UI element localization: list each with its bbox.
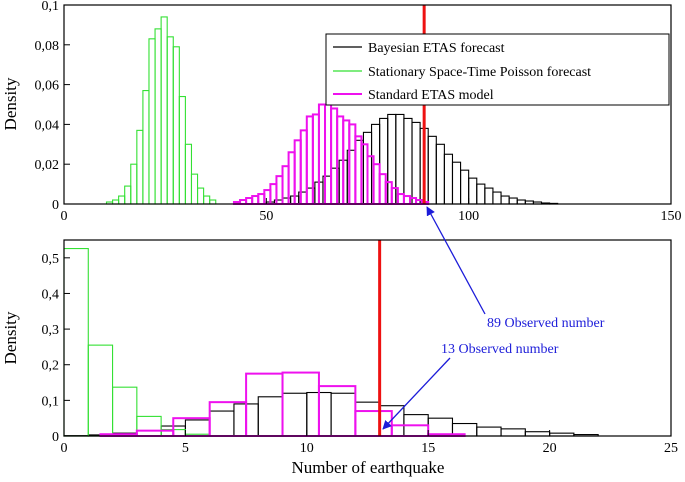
bottom-bar-stationary-space-time-poisson-forecast [87, 344, 114, 437]
legend-entry-bayesian: Bayesian ETAS forecast [333, 41, 505, 56]
top-bar-stationary-space-time-poisson-forecast [136, 129, 144, 205]
bottom-bar-standard-etas-model [245, 372, 284, 438]
top-bar-stationary-space-time-poisson-forecast [148, 38, 156, 205]
annotation-arrow-89 [426, 206, 486, 315]
top-bar-bayesian-etas-forecast [451, 161, 462, 205]
top-bar-bayesian-etas-forecast [427, 135, 437, 205]
bottom-bar-standard-etas-model [354, 410, 393, 437]
bottom-ytick-label: 0,2 [42, 359, 60, 374]
bottom-ytick-label: 0,1 [42, 394, 60, 409]
top-bar-stationary-space-time-poisson-forecast [184, 143, 193, 205]
annotation-label-89: 89 Observed number [487, 316, 605, 331]
bottom-bar-stationary-space-time-poisson-forecast [63, 248, 89, 437]
bottom-bar-standard-etas-model [390, 424, 430, 437]
top-panel: 0 50 100 150 0 0,02 0,04 0,06 0,08 0,1 Density Ba… [1, 0, 682, 224]
bottom-ylabel: Density [1, 311, 20, 364]
top-bar-bayesian-etas-forecast [443, 153, 454, 205]
legend: Bayesian ETAS forecast Stationary Space-… [325, 33, 670, 106]
bottom-xtick-label: 25 [664, 441, 678, 456]
bottom-bar-stationary-space-time-poisson-forecast [136, 415, 162, 437]
bottom-panel: 0 5 10 15 20 25 0 0,1 0,2 0,3 0,4 0,5 Density Numbe… [1, 239, 679, 477]
top-bar-stationary-space-time-poisson-forecast [172, 46, 180, 205]
top-bar-stationary-space-time-poisson-forecast [190, 173, 199, 205]
top-bar-stationary-space-time-poisson-forecast [203, 195, 211, 205]
bottom-xtick-label: 20 [543, 441, 557, 456]
bottom-xtick-label: 5 [182, 441, 189, 456]
top-bar-bayesian-etas-forecast [484, 187, 494, 205]
bottom-bar-standard-etas-model [208, 401, 248, 437]
top-xtick-label: 100 [458, 209, 479, 224]
bottom-bar-bayesian-etas-forecast [354, 401, 381, 437]
top-ytick-label: 0,04 [35, 118, 60, 133]
bottom-bar-bayesian-etas-forecast [184, 419, 211, 437]
bottom-bar-bayesian-etas-forecast [257, 396, 284, 437]
bottom-ytick-label: 0 [52, 430, 59, 445]
bottom-xtick-label: 15 [421, 441, 435, 456]
top-bar-stationary-space-time-poisson-forecast [160, 16, 168, 205]
top-ytick-label: 0,06 [35, 79, 60, 94]
bottom-bar-bayesian-etas-forecast [209, 410, 235, 437]
top-bar-bayesian-etas-forecast [460, 169, 470, 205]
top-xtick-label: 150 [661, 209, 682, 224]
top-ytick-label: 0,08 [35, 39, 60, 54]
top-bar-bayesian-etas-forecast [411, 121, 421, 205]
legend-entry-poisson: Stationary Space-Time Poisson forecast [333, 65, 591, 80]
top-bar-bayesian-etas-forecast [500, 195, 510, 205]
legend-label-poisson: Stationary Space-Time Poisson forecast [368, 65, 591, 80]
legend-box [325, 33, 670, 106]
bottom-bar-standard-etas-model [135, 429, 175, 437]
bottom-ytick-label: 0,3 [42, 323, 60, 338]
top-bar-bayesian-etas-forecast [508, 197, 518, 205]
bottom-bar-bayesian-etas-forecast [524, 431, 551, 437]
top-bar-stationary-space-time-poisson-forecast [124, 185, 132, 205]
top-bar-stationary-space-time-poisson-forecast [178, 95, 186, 205]
top-bar-stationary-space-time-poisson-forecast [196, 187, 205, 205]
bottom-xlabel: Number of earthquake [292, 458, 445, 477]
bottom-xtick-label: 10 [300, 441, 314, 456]
top-bar-bayesian-etas-forecast [468, 177, 478, 205]
top-bar-bayesian-etas-forecast [476, 183, 486, 205]
bottom-bar-bayesian-etas-forecast [281, 392, 308, 437]
bottom-bar-standard-etas-model [172, 417, 211, 437]
bottom-bar-standard-etas-model [281, 371, 320, 438]
bottom-ytick-label: 0,4 [42, 287, 60, 302]
annotation-label-13: 13 Observed number [441, 342, 559, 357]
top-bar-stationary-space-time-poisson-forecast [118, 195, 126, 205]
top-xtick-label: 50 [259, 209, 273, 224]
annotations: 89 Observed number 13 Observed number [382, 206, 605, 430]
bottom-xtick-label: 0 [61, 441, 68, 456]
bottom-ytick-label: 0,5 [42, 252, 60, 267]
top-ytick-label: 0 [52, 198, 59, 213]
top-bar-bayesian-etas-forecast [435, 143, 445, 205]
top-ytick-label: 0,02 [35, 158, 60, 173]
top-plot-frame [63, 4, 672, 205]
bottom-bar-stationary-space-time-poisson-forecast [112, 386, 138, 437]
top-bar-bayesian-etas-forecast [492, 191, 502, 205]
bottom-bar-bayesian-etas-forecast [476, 426, 502, 437]
legend-label-standard: Standard ETAS model [368, 88, 494, 103]
top-bar-stationary-space-time-poisson-forecast [130, 163, 138, 205]
legend-label-bayesian: Bayesian ETAS forecast [368, 41, 505, 56]
top-xtick-label: 0 [61, 209, 68, 224]
bottom-plot-frame [63, 239, 672, 437]
bottom-ticks: 0 5 10 15 20 25 0 0,1 0,2 0,3 0,4 0,5 [42, 252, 679, 456]
top-ylabel: Density [1, 77, 20, 130]
top-bar-stationary-space-time-poisson-forecast [142, 90, 150, 205]
bottom-bar-bayesian-etas-forecast [330, 392, 356, 437]
bottom-bar-bayesian-etas-forecast [500, 428, 526, 437]
legend-entry-standard: Standard ETAS model [333, 88, 494, 103]
top-bar-bayesian-etas-forecast [403, 117, 413, 205]
top-bar-stationary-space-time-poisson-forecast [154, 28, 162, 205]
top-bar-stationary-space-time-poisson-forecast [166, 36, 174, 205]
annotation-arrow-13 [382, 357, 451, 430]
top-ytick-label: 0,1 [42, 0, 60, 14]
